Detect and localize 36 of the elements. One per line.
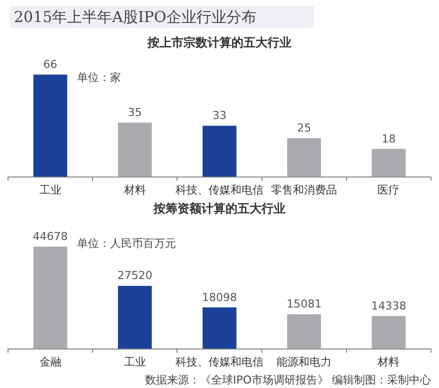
bar xyxy=(33,246,68,349)
bar xyxy=(33,74,68,177)
bar xyxy=(118,286,152,349)
bar xyxy=(372,148,406,177)
data-label: 25 xyxy=(297,121,312,134)
data-label: 33 xyxy=(212,109,226,122)
x-tick-label: 零售和消费品 xyxy=(271,183,338,196)
chart-title: 按筹资额计算的五大行业 xyxy=(152,201,286,216)
data-label: 15081 xyxy=(286,298,322,311)
bar xyxy=(372,316,406,349)
x-tick-label: 能源和电力 xyxy=(276,355,332,368)
chart-subtitle: 按上市宗数计算的五大行业 xyxy=(146,35,292,50)
data-label: 66 xyxy=(43,58,58,71)
data-label: 14338 xyxy=(371,299,406,312)
bar xyxy=(202,307,236,349)
x-tick-label: 金融 xyxy=(39,355,62,368)
bar xyxy=(287,138,322,177)
chart-title: 2015年上半年A股IPO企业行业分布 xyxy=(10,6,314,28)
x-tick-label: 科技、传媒和电信 xyxy=(176,355,264,368)
x-tick-label: 医疗 xyxy=(378,183,400,196)
x-tick-label: 材料 xyxy=(376,355,400,368)
bar xyxy=(287,314,322,349)
x-tick-label: 材料 xyxy=(122,183,146,196)
data-label: 18098 xyxy=(202,290,237,304)
data-label: 18 xyxy=(382,132,396,146)
x-tick-label: 科技、传媒和电信 xyxy=(176,183,264,196)
x-tick-label: 工业 xyxy=(39,183,62,196)
annotation: 单位：人民币百万元 xyxy=(77,236,176,250)
source-note: 数据来源：《全球IPO市场调研报告》 编辑制图：采制中心 xyxy=(144,373,431,386)
data-label: 44678 xyxy=(32,230,68,243)
bar xyxy=(118,122,152,177)
bar xyxy=(202,126,236,177)
data-label: 27520 xyxy=(117,269,152,282)
annotation: 单位：家 xyxy=(77,70,122,84)
x-tick-label: 工业 xyxy=(124,355,146,368)
data-label: 35 xyxy=(128,106,142,119)
